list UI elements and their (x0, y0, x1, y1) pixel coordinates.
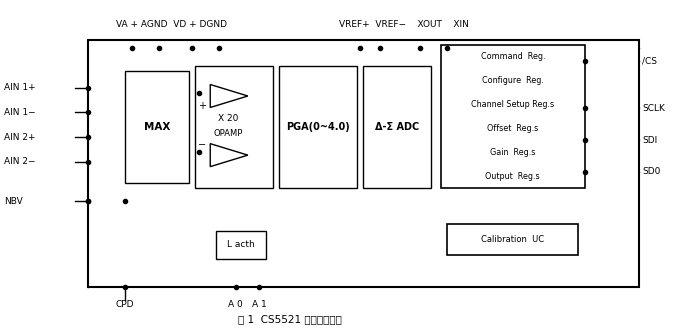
Text: X 20: X 20 (217, 115, 238, 123)
Text: Output  Reg.s: Output Reg.s (485, 172, 540, 181)
Text: Δ-Σ ADC: Δ-Σ ADC (375, 122, 419, 132)
Text: VA + AGND  VD + DGND: VA + AGND VD + DGND (116, 19, 227, 29)
Text: AIN 2+: AIN 2+ (4, 133, 36, 142)
Bar (363, 66, 431, 188)
Text: L acth: L acth (227, 240, 254, 249)
Text: /CS: /CS (642, 57, 657, 66)
Text: Calibration  UC: Calibration UC (481, 235, 544, 244)
Text: A 1: A 1 (252, 300, 267, 309)
Bar (125, 71, 188, 183)
Bar (279, 66, 357, 188)
Text: 图 1  CS5521 总体结构框图: 图 1 CS5521 总体结构框图 (238, 314, 341, 324)
Bar (441, 45, 585, 188)
Text: OPAMP: OPAMP (213, 129, 242, 138)
Text: −: − (198, 140, 206, 150)
Text: MAX: MAX (143, 122, 170, 132)
Bar (195, 66, 273, 188)
Bar (448, 224, 578, 255)
Text: CPD: CPD (116, 300, 134, 309)
Text: AIN 1+: AIN 1+ (4, 83, 36, 92)
Text: +: + (198, 101, 206, 111)
Text: Channel Setup Reg.s: Channel Setup Reg.s (471, 100, 555, 109)
Text: SCLK: SCLK (642, 104, 665, 113)
Text: AIN 1−: AIN 1− (4, 108, 36, 117)
Bar (88, 40, 639, 286)
Text: Offset  Reg.s: Offset Reg.s (487, 124, 538, 133)
Text: PGA(0~4.0): PGA(0~4.0) (286, 122, 350, 132)
Text: NBV: NBV (4, 197, 23, 206)
Text: SDI: SDI (642, 136, 658, 145)
Text: Gain  Reg.s: Gain Reg.s (490, 148, 536, 157)
Text: VREF+  VREF−    XOUT    XIN: VREF+ VREF− XOUT XIN (339, 19, 468, 29)
Text: A 0: A 0 (228, 300, 243, 309)
Text: SD0: SD0 (642, 167, 660, 176)
Bar (215, 231, 266, 259)
Text: Command  Reg.: Command Reg. (481, 52, 545, 61)
Text: AIN 2−: AIN 2− (4, 157, 36, 166)
Text: Configure  Reg.: Configure Reg. (482, 76, 544, 85)
